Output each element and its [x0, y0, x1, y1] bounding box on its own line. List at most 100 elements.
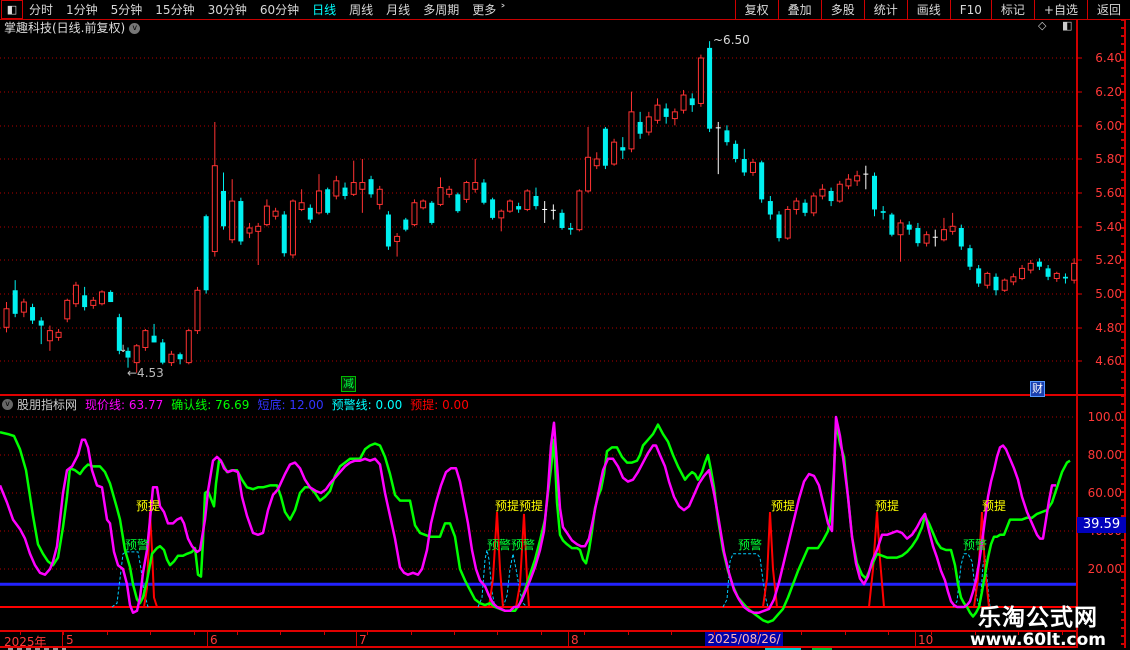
- candle: [403, 219, 409, 230]
- candle: [437, 187, 444, 205]
- candle: [620, 147, 626, 151]
- panel-divider-line: [0, 394, 1126, 396]
- candle: [741, 158, 747, 173]
- menu-item-日线[interactable]: 日线: [312, 3, 337, 17]
- candle: [298, 202, 305, 210]
- candle: [368, 179, 374, 195]
- menu-item-返回[interactable]: 返回: [1086, 0, 1130, 19]
- candle: [828, 190, 834, 202]
- menu-item-分时[interactable]: 分时: [29, 3, 54, 17]
- menu-item-多股[interactable]: 多股: [820, 0, 864, 19]
- candle: [976, 268, 982, 284]
- candlestick-chart[interactable]: [0, 20, 1130, 395]
- week-tick: [497, 632, 498, 635]
- reduce-holdings-badge[interactable]: 减: [341, 376, 356, 392]
- month-label: 7: [359, 633, 367, 647]
- price-axis-label: 4.60: [1095, 354, 1122, 368]
- candle: [289, 200, 296, 256]
- week-tick: [63, 632, 64, 635]
- candle: [229, 200, 236, 241]
- alert-signal-label: 预提: [770, 499, 796, 513]
- candle: [194, 289, 201, 332]
- candle: [490, 199, 496, 218]
- week-tick: [671, 632, 672, 635]
- candle: [350, 182, 357, 195]
- menu-item-复权[interactable]: 复权: [734, 0, 778, 19]
- month-label: 5: [66, 633, 74, 647]
- collapse-indicator-icon[interactable]: v: [2, 398, 13, 410]
- menu-item-5分钟[interactable]: 5分钟: [110, 3, 143, 17]
- candle: [116, 317, 122, 351]
- menu-item-30分钟[interactable]: 30分钟: [207, 3, 247, 17]
- menu-item-叠加[interactable]: 叠加: [777, 0, 821, 19]
- candle: [221, 190, 226, 227]
- split-screen-icon[interactable]: ◧: [1, 0, 23, 19]
- candle: [810, 195, 817, 214]
- menu-item-15分钟[interactable]: 15分钟: [155, 3, 195, 17]
- menu-item-更多 ˃[interactable]: 更多 ˃: [472, 3, 507, 17]
- candle: [880, 211, 886, 213]
- corner-tool-icons[interactable]: ◇ ◧: [1038, 19, 1079, 32]
- price-axis-label: 5.20: [1095, 253, 1122, 267]
- candle: [602, 128, 608, 166]
- menu-item-多周期[interactable]: 多周期: [423, 3, 460, 17]
- menu-item-画线[interactable]: 画线: [906, 0, 950, 19]
- candle: [455, 194, 461, 212]
- candle: [533, 196, 539, 207]
- candle: [151, 335, 157, 343]
- menu-item-统计[interactable]: 统计: [863, 0, 907, 19]
- candle: [576, 190, 583, 231]
- warn-signal-label: 预警: [737, 538, 763, 552]
- clipped-line-fragment: [812, 648, 832, 650]
- candle: [142, 330, 149, 348]
- candle: [98, 291, 105, 305]
- candle: [177, 354, 183, 360]
- menu-item-周线[interactable]: 周线: [349, 3, 374, 17]
- alert-signal-label: 预提: [874, 499, 900, 513]
- menu-item-F10[interactable]: F10: [949, 0, 991, 19]
- indicator-chart[interactable]: [0, 411, 1130, 631]
- menu-item-月线[interactable]: 月线: [386, 3, 411, 17]
- alert-signal-label: 预提: [981, 499, 1007, 513]
- menu-item-60分钟[interactable]: 60分钟: [259, 3, 300, 17]
- candle: [125, 350, 131, 358]
- candle: [611, 141, 618, 165]
- finance-report-badge[interactable]: 财: [1030, 381, 1045, 397]
- candle: [819, 188, 826, 197]
- candle: [568, 227, 574, 230]
- menu-item-+自选[interactable]: +自选: [1033, 0, 1087, 19]
- period-menu: 分时 1分钟 5分钟 15分钟 30分钟 60分钟 日线 周线 月线 多周期 更多 ˃: [29, 1, 506, 18]
- indicator-axis-label: 100.0: [1087, 410, 1122, 424]
- candle: [359, 182, 366, 190]
- candle: [307, 207, 313, 220]
- candle: [793, 200, 800, 210]
- week-tick: [888, 632, 889, 635]
- week-tick: [454, 632, 455, 635]
- week-tick: [324, 632, 325, 635]
- candle: [38, 320, 44, 326]
- candle: [246, 227, 253, 234]
- menu-item-1分钟[interactable]: 1分钟: [66, 3, 98, 17]
- candle: [645, 116, 652, 133]
- warn-signal-label: 预警预警: [486, 538, 536, 552]
- candle: [3, 308, 10, 328]
- month-label: 10: [918, 633, 934, 647]
- candle: [733, 143, 739, 159]
- chevron-down-icon[interactable]: v: [129, 23, 141, 34]
- indicator-axis-label: 80.00: [1087, 448, 1122, 462]
- candle: [628, 111, 635, 150]
- week-tick: [541, 632, 542, 635]
- month-divider: [356, 632, 357, 646]
- week-tick: [1018, 632, 1019, 635]
- candle: [559, 212, 565, 228]
- candle: [707, 47, 713, 129]
- month-label: 6: [210, 633, 218, 647]
- time-axis[interactable]: 2025年 2025/08/26/二 5 6 7 8 10: [0, 630, 1076, 650]
- candle: [749, 161, 756, 173]
- price-axis-label: 5.60: [1095, 186, 1122, 200]
- candle: [593, 158, 600, 167]
- menu-item-标记[interactable]: 标记: [990, 0, 1034, 19]
- month-divider: [207, 632, 208, 646]
- candle: [697, 57, 704, 104]
- candle: [967, 248, 973, 267]
